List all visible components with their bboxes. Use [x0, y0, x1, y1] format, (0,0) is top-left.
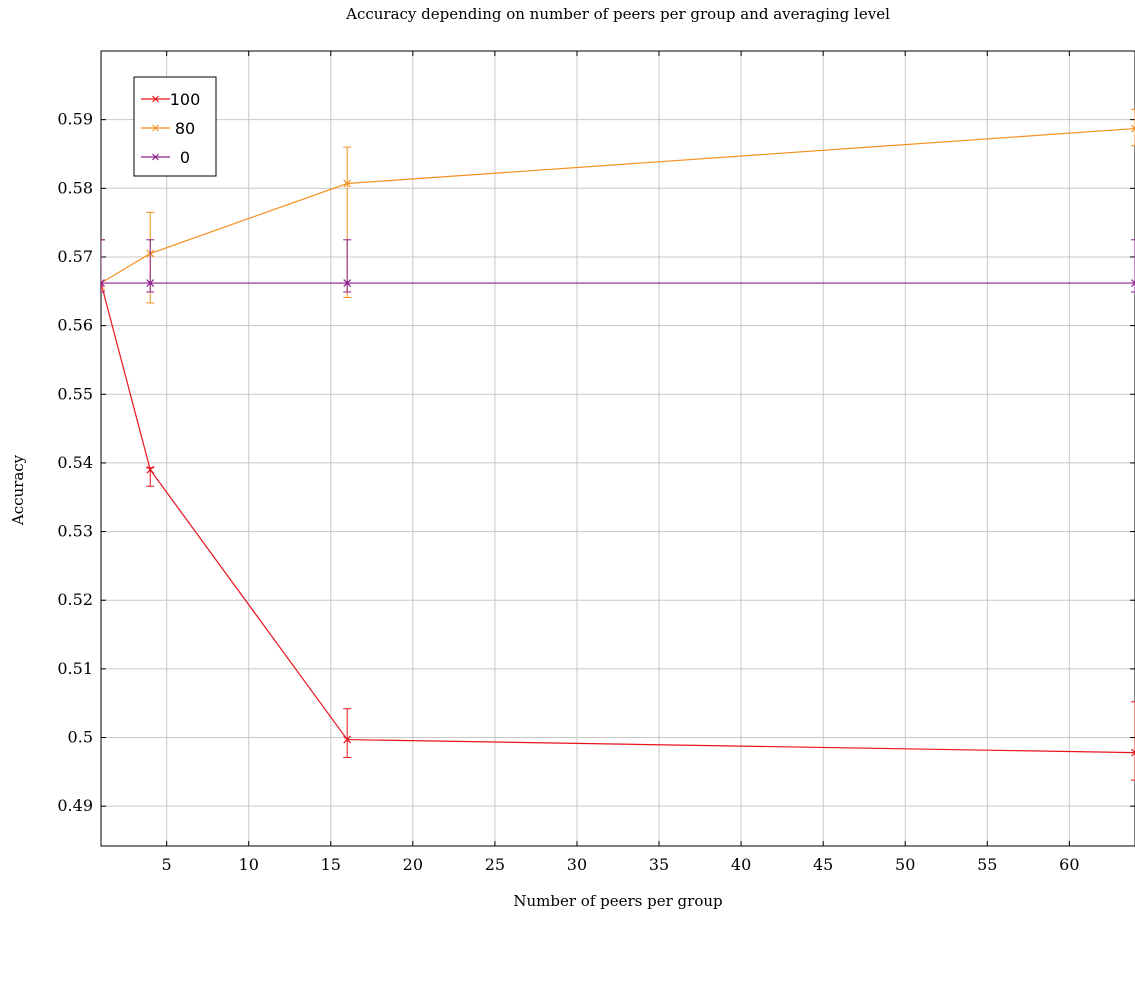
series-100 [101, 239, 1135, 781]
y-tick-label: 0.55 [57, 384, 93, 403]
y-tick-label: 0.5 [68, 728, 93, 747]
x-tick-label: 40 [731, 855, 751, 874]
series-layer [101, 108, 1135, 781]
data-point [1131, 124, 1135, 133]
data-point [1131, 748, 1135, 757]
legend-box [133, 76, 217, 177]
legend-entry-80: 80 [141, 119, 195, 138]
x-tick-label: 55 [977, 855, 997, 874]
x-tick-label: 20 [403, 855, 423, 874]
data-point [343, 179, 352, 188]
chart-title: Accuracy depending on number of peers pe… [345, 5, 890, 23]
data-point [146, 465, 155, 474]
data-point [101, 279, 105, 287]
y-axis-ticks: 0.49 0.5 0.51 0.52 0.53 0.54 0.55 0.56 0.57 0.58 0… [57, 110, 1135, 815]
legend: 100 80 0 [133, 76, 217, 177]
y-axis-label: Accuracy [9, 454, 27, 526]
x-axis-ticks: 5 10 15 20 25 30 35 40 45 50 55 60 [162, 51, 1080, 874]
plot-frame [100, 50, 1135, 847]
series-0 [101, 239, 1135, 293]
data-point [343, 735, 352, 744]
y-tick-label: 0.58 [57, 178, 93, 197]
legend-label: 80 [175, 119, 195, 138]
series-line [101, 282, 1135, 754]
legend-entry-0: 0 [141, 148, 190, 167]
legend-label: 100 [170, 90, 201, 109]
series-line [101, 127, 1135, 284]
legend-entry-100: 100 [141, 90, 200, 109]
y-tick-label: 0.51 [57, 659, 93, 678]
y-tick-label: 0.54 [57, 453, 93, 472]
x-tick-label: 5 [162, 855, 172, 874]
x-tick-label: 35 [649, 855, 669, 874]
series-80 [101, 108, 1135, 304]
y-tick-label: 0.59 [57, 110, 93, 129]
y-tick-label: 0.49 [57, 796, 93, 815]
x-tick-label: 30 [567, 855, 587, 874]
data-point [146, 279, 155, 287]
legend-label: 0 [180, 148, 190, 167]
data-point [343, 279, 352, 287]
x-tick-label: 15 [321, 855, 341, 874]
x-tick-label: 10 [239, 855, 259, 874]
y-tick-label: 0.56 [57, 316, 93, 335]
data-point [1131, 279, 1135, 287]
y-tick-label: 0.53 [57, 522, 93, 541]
y-tick-label: 0.52 [57, 590, 93, 609]
grid-lines [101, 51, 1135, 846]
x-tick-label: 50 [895, 855, 915, 874]
x-tick-label: 60 [1059, 855, 1079, 874]
y-tick-label: 0.57 [57, 247, 93, 266]
x-axis-label: Number of peers per group [513, 892, 722, 910]
x-tick-label: 45 [813, 855, 833, 874]
x-tick-label: 25 [485, 855, 505, 874]
